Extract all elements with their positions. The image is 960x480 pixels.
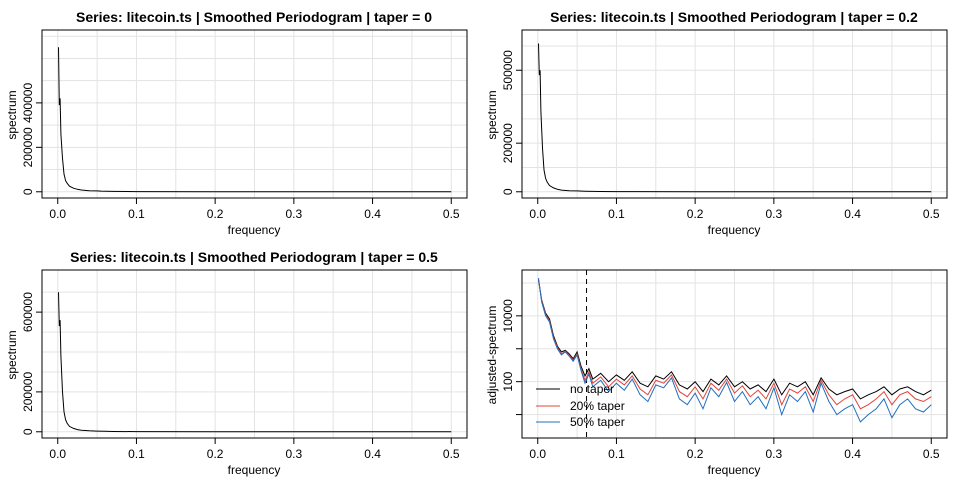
y-tick-label-1: 200000	[501, 123, 515, 163]
panel-1: Series: litecoin.ts | Smoothed Periodogr…	[5, 9, 468, 237]
panel-1-title: Series: litecoin.ts | Smoothed Periodogr…	[76, 9, 432, 25]
y-tick-label-2: 500000	[501, 50, 515, 90]
plot-frame	[41, 269, 468, 439]
panel-2: Series: litecoin.ts | Smoothed Periodogr…	[485, 9, 948, 237]
y-tick-label-2: 600000	[21, 292, 35, 332]
panel-3-xlabel: frequency	[228, 463, 281, 477]
x-tick-label-5: 0.5	[923, 207, 940, 221]
y-tick-label-0: 0	[501, 188, 515, 195]
plot-frame	[521, 269, 948, 439]
plot-frame	[521, 29, 948, 199]
panel-4: 0.0 0.1 0.2 0.3 0.4 0.5 10000 100 frequency adj…	[485, 269, 948, 477]
x-tick-label-5: 0.5	[923, 447, 940, 461]
x-tick-label-0: 0.0	[529, 207, 546, 221]
x-tick-label-1: 0.1	[128, 207, 145, 221]
legend-label-20-taper: 20% taper	[570, 399, 625, 413]
x-tick-label-1: 0.1	[608, 447, 625, 461]
y-tick-label-1: 200000	[21, 127, 35, 167]
y-tick-label-0: 10000	[501, 299, 515, 333]
panel-3-plot: 0.0 0.1 0.2 0.3 0.4 0.5 0 200000 600000	[21, 269, 468, 461]
x-tick-label-3: 0.3	[286, 447, 303, 461]
series-line-0	[58, 47, 452, 193]
panel-4-ylabel: adjusted-spectrum	[485, 306, 499, 405]
series-line-2	[538, 278, 932, 423]
x-tick-label-4: 0.4	[364, 207, 381, 221]
x-tick-label-2: 0.2	[687, 447, 704, 461]
x-tick-label-0: 0.0	[529, 447, 546, 461]
x-tick-label-2: 0.2	[687, 207, 704, 221]
panel-3: Series: litecoin.ts | Smoothed Periodogr…	[5, 249, 468, 477]
x-tick-label-3: 0.3	[286, 207, 303, 221]
x-tick-label-4: 0.4	[364, 447, 381, 461]
legend-label-no-taper: no taper	[570, 382, 614, 396]
x-tick-label-4: 0.4	[844, 207, 861, 221]
x-tick-label-2: 0.2	[207, 447, 224, 461]
panel-2-xlabel: frequency	[708, 223, 761, 237]
panel-1-xlabel: frequency	[228, 223, 281, 237]
x-tick-label-0: 0.0	[49, 447, 66, 461]
x-tick-label-1: 0.1	[608, 207, 625, 221]
x-tick-label-3: 0.3	[766, 447, 783, 461]
series-line-0	[538, 43, 932, 193]
x-tick-label-1: 0.1	[128, 447, 145, 461]
panel-4-plot: 0.0 0.1 0.2 0.3 0.4 0.5 10000 100	[501, 269, 948, 461]
series-line-0	[58, 292, 452, 433]
y-tick-label-0: 0	[21, 428, 35, 435]
x-tick-label-2: 0.2	[207, 207, 224, 221]
panel-4-xlabel: frequency	[708, 463, 761, 477]
legend-label-50-taper: 50% taper	[570, 415, 625, 429]
x-tick-label-3: 0.3	[766, 207, 783, 221]
x-tick-label-4: 0.4	[844, 447, 861, 461]
y-tick-label-1: 200000	[21, 372, 35, 412]
x-tick-label-5: 0.5	[443, 447, 460, 461]
series-line-0	[538, 280, 932, 400]
panel-1-plot: 0.0 0.1 0.2 0.3 0.4 0.5 0 200000 400000	[21, 29, 468, 221]
series-line-1	[538, 279, 932, 410]
panel-1-ylabel: spectrum	[5, 90, 19, 139]
x-tick-label-5: 0.5	[443, 207, 460, 221]
y-tick-label-0: 0	[21, 188, 35, 195]
y-tick-label-2: 400000	[21, 83, 35, 123]
panel-3-ylabel: spectrum	[5, 330, 19, 379]
panel-4-legend: no taper 20% taper 50% taper	[536, 382, 625, 429]
panel-2-ylabel: spectrum	[485, 90, 499, 139]
plot-frame	[41, 29, 468, 199]
panel-2-title: Series: litecoin.ts | Smoothed Periodogr…	[550, 9, 918, 25]
y-tick-label-1: 100	[501, 371, 515, 391]
x-tick-label-0: 0.0	[49, 207, 66, 221]
panel-3-title: Series: litecoin.ts | Smoothed Periodogr…	[70, 249, 438, 265]
panel-2-plot: 0.0 0.1 0.2 0.3 0.4 0.5 0 200000 500000	[501, 29, 948, 221]
